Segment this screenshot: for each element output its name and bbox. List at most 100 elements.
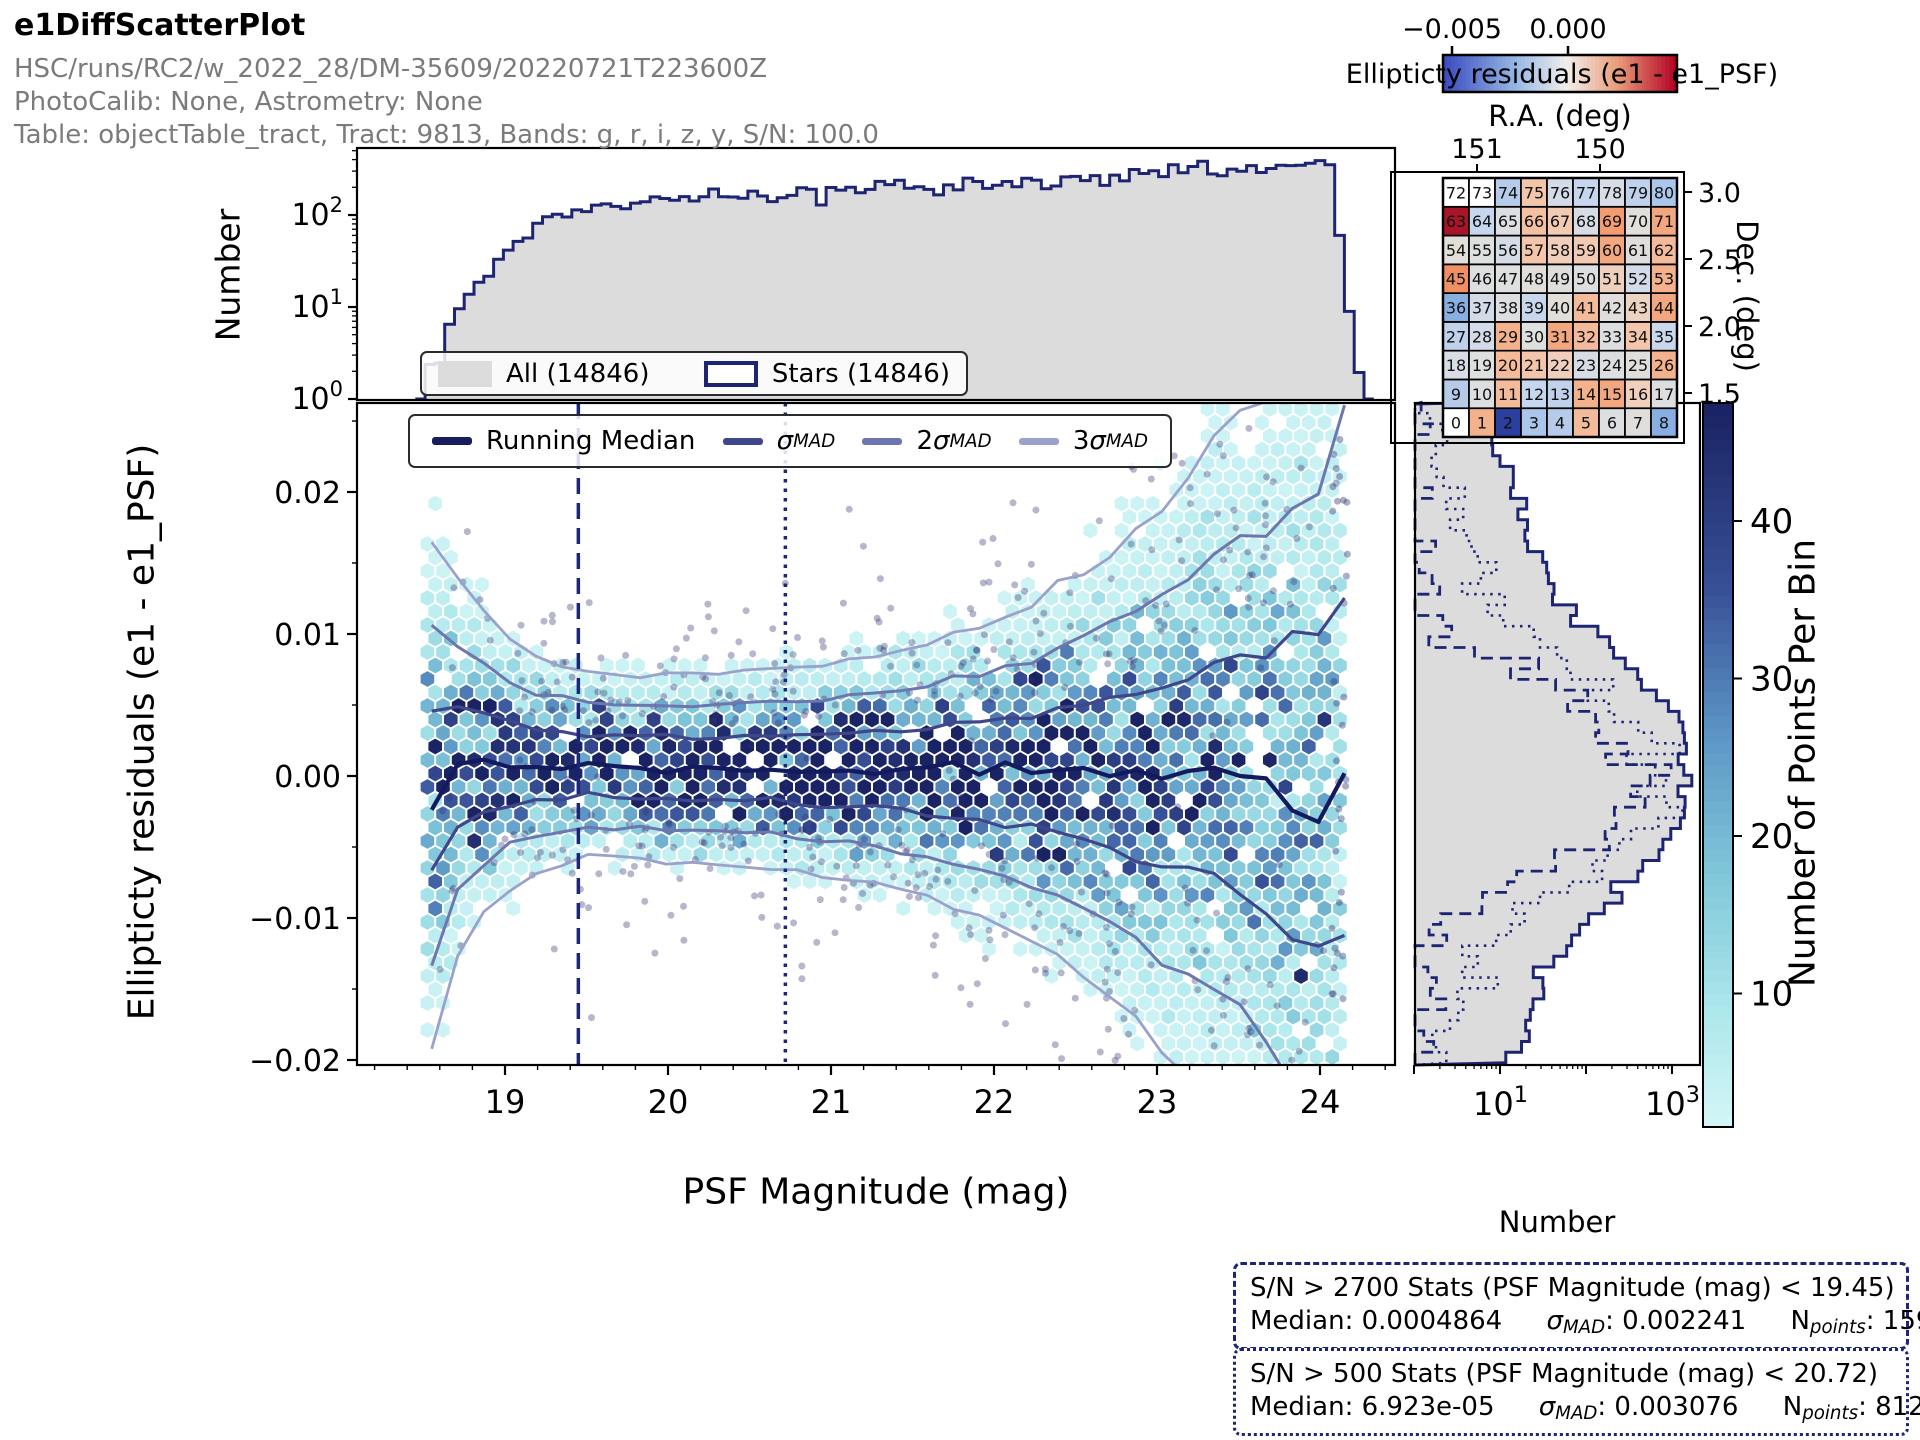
heatmap-cell-number: 19	[1472, 356, 1492, 375]
heatmap-cell-number: 47	[1498, 270, 1518, 289]
heatmap-cell-number: 35	[1654, 327, 1674, 346]
line-2sigma-lower	[430, 824, 1282, 1065]
legend-item-all: All (14846)	[438, 359, 650, 389]
corner-cb-tick-label: 0.000	[1529, 14, 1606, 45]
heatmap-cell-number: 67	[1550, 212, 1570, 231]
heatmap-cell-number: 15	[1602, 385, 1622, 404]
heatmap-cell	[1520, 321, 1548, 352]
stats-values: Median: 0.0004864 σMAD: 0.002241 Npoints…	[1250, 1306, 1920, 1339]
right-hist-all-fill	[1415, 402, 1692, 1065]
axis-ticks: 19 20 21 22 23 240.020.010.00−0.01−0.02102101…	[249, 14, 1793, 1123]
heatmap-cell-number: 13	[1550, 385, 1570, 404]
heatmap-cell-number: 38	[1498, 299, 1518, 318]
heatmap-cell-number: 77	[1576, 183, 1596, 202]
legend-label: Stars (14846)	[771, 358, 950, 389]
n-symbol: N	[1782, 1392, 1803, 1423]
heatmap-cell-number: 11	[1498, 385, 1518, 404]
heatmap-cell-number: 34	[1628, 327, 1648, 346]
heatmap-cell-number: 4	[1555, 414, 1565, 433]
calib-info: PhotoCalib: None, Astrometry: None	[14, 87, 483, 117]
heatmap-cell-number: 60	[1602, 241, 1622, 260]
heatmap-cell-number: 33	[1602, 327, 1622, 346]
line-1sigma-upper	[431, 597, 1346, 741]
stats-box-sn2700: S/N > 2700 Stats (PSF Magnitude (mag) < …	[1233, 1262, 1920, 1350]
heatmap-cell	[1650, 234, 1678, 266]
heatmap-cell-number: 43	[1628, 299, 1648, 318]
heatmap-cell-number: 41	[1576, 299, 1596, 318]
heatmap-cell-number: 76	[1550, 183, 1570, 202]
top-hist-all-fill	[415, 160, 1374, 399]
heatmap-cell	[1572, 205, 1600, 237]
heatmap-cell-number: 69	[1602, 212, 1622, 231]
legend-line-swatch	[432, 437, 472, 445]
y-tick-label: −0.02	[249, 1044, 341, 1079]
legend-line-swatch	[1018, 437, 1059, 445]
heatmap-cell-number: 23	[1576, 356, 1596, 375]
heatmap-cell-number: 31	[1550, 327, 1570, 346]
heatmap-cell-number: 24	[1602, 356, 1622, 375]
heatmap-cell	[1598, 407, 1626, 438]
heatmap-cell-number: 59	[1576, 241, 1596, 260]
heatmap-cell-number: 22	[1550, 356, 1570, 375]
ra-axis-label: R.A. (deg)	[1488, 99, 1632, 133]
heatmap-cell-number: 57	[1524, 241, 1544, 260]
cbar-tick-label: 30	[1750, 660, 1793, 700]
heatmap-cell-number: 42	[1602, 299, 1622, 318]
heatmap-cell-number: 78	[1602, 183, 1622, 202]
heatmap-cell	[1546, 321, 1574, 352]
heatmap-cell-number: 49	[1550, 270, 1570, 289]
legend-line-swatch	[862, 437, 903, 445]
heatmap-cell-number: 61	[1628, 241, 1648, 260]
heatmap-cell-number: 5	[1581, 414, 1591, 433]
heatmap-cell	[1546, 234, 1574, 266]
legend-item-stars: Stars (14846)	[703, 358, 950, 389]
heatmap-cell-number: 68	[1576, 212, 1596, 231]
dec-axis-label: Dec. (deg)	[1730, 220, 1764, 372]
heatmap-cell-number: 48	[1524, 270, 1544, 289]
dec-tick-label: 2.0	[1698, 312, 1741, 343]
hexbin-layer	[420, 403, 1347, 1065]
legend-item-3sigma-mad: 3 σ MAD	[1018, 426, 1148, 456]
legend-line-swatch	[722, 437, 763, 445]
table-info: Table: objectTable_tract, Tract: 9813, B…	[14, 120, 879, 150]
heatmap-cell-number: 52	[1628, 270, 1648, 289]
heatmap-cell-number: 37	[1472, 299, 1492, 318]
heatmap-cell-number: 26	[1654, 356, 1674, 375]
line-3sigma-upper	[430, 403, 1267, 680]
top-hist-legend: All (14846) Stars (14846)	[420, 351, 968, 396]
heatmap-cell-number: 17	[1654, 385, 1674, 404]
heatmap-cell-number: 51	[1602, 270, 1622, 289]
heatmap-cell-number: 54	[1446, 241, 1466, 260]
heatmap-cell-number: 71	[1654, 212, 1674, 231]
top-histogram	[355, 146, 1397, 402]
n-symbol: N	[1790, 1306, 1810, 1337]
heatmap-cell	[1572, 177, 1600, 208]
heatmap-cell	[1572, 234, 1600, 266]
ra-tick-label: 151	[1451, 134, 1503, 165]
main-ylabel: Ellipticty residuals (e1 - e1_PSF)	[121, 443, 163, 1021]
line-3sigma-lower	[430, 853, 1178, 1065]
heatmap-cell-number: 2	[1503, 414, 1513, 433]
y-tick-label: −0.01	[249, 902, 341, 937]
line-2sigma-upper	[430, 404, 1346, 709]
heatmap-cell-number: 8	[1659, 414, 1669, 433]
heatmap-cell	[1650, 407, 1678, 438]
run-path: HSC/runs/RC2/w_2022_28/DM-35609/20220721…	[14, 54, 768, 84]
heatmap-cell-number: 36	[1446, 299, 1466, 318]
top-hist-ylabel: Number	[208, 208, 248, 342]
heatmap-cell-number: 65	[1498, 212, 1518, 231]
heatmap-cell-number: 50	[1576, 270, 1596, 289]
log-tick-label: 102	[291, 193, 343, 233]
heatmap-cell-number: 73	[1472, 183, 1492, 202]
colorbar-label: Number of Points Per Bin	[1782, 538, 1824, 988]
corner-colorbar-label: Ellipticty residuals (e1 - e1_PSF)	[1345, 59, 1779, 90]
heatmap-cell-number: 80	[1654, 183, 1674, 202]
heatmap-cell	[1624, 234, 1652, 266]
heatmap-cell-number: 20	[1498, 356, 1518, 375]
corner-colorbar	[1441, 46, 1679, 94]
heatmap-cell	[1494, 349, 1522, 381]
heatmap-cell-number: 14	[1576, 385, 1596, 404]
main-xlabel: PSF Magnitude (mag)	[682, 1171, 1070, 1213]
x-tick-label: 22	[974, 1083, 1015, 1121]
